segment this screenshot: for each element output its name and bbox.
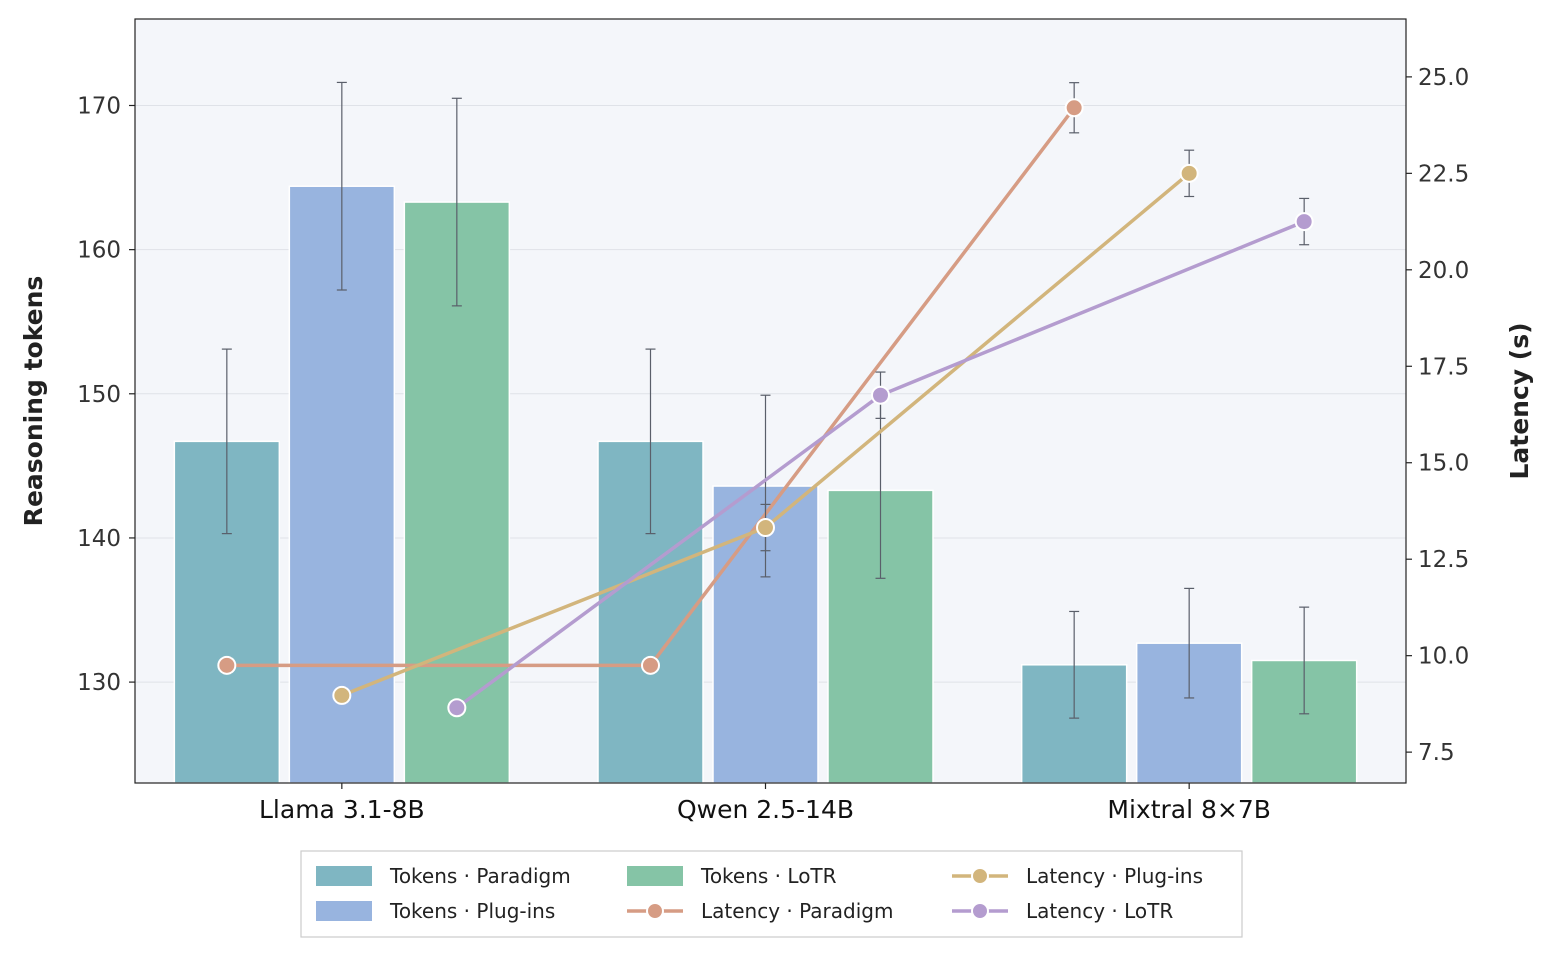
y-tick-label: 140	[77, 526, 121, 552]
legend-label: Latency · LoTR	[1026, 899, 1173, 923]
y2-tick-label: 25.0	[1418, 65, 1469, 91]
y2-tick-label: 10.0	[1418, 644, 1469, 670]
y-axis-title: Reasoning tokens	[19, 276, 48, 527]
legend-label: Tokens · Plug-ins	[389, 899, 555, 923]
legend-label: Latency · Paradigm	[701, 899, 893, 923]
line-point	[1179, 163, 1199, 183]
x-tick-label: Llama 3.1-8B	[259, 795, 425, 824]
legend-marker	[971, 902, 989, 920]
legend-marker	[971, 867, 989, 885]
line-point	[217, 655, 237, 675]
legend-box	[300, 850, 1243, 938]
line-point	[641, 655, 660, 675]
legend-label: Tokens · Paradigm	[389, 864, 571, 888]
line-point	[447, 698, 467, 718]
line-point	[871, 385, 890, 405]
y2-tick-label: 7.5	[1418, 740, 1455, 766]
line-point	[1064, 98, 1084, 118]
plot-border	[134, 18, 1407, 784]
y2-tick-label: 17.5	[1418, 354, 1469, 380]
y-tick-label: 130	[77, 670, 121, 696]
line-point	[756, 518, 775, 538]
y-tick-label: 170	[77, 93, 121, 119]
y2-tick-label: 12.5	[1418, 547, 1469, 573]
legend-swatch	[627, 866, 683, 886]
y-tick-label: 150	[77, 382, 121, 408]
legend-marker	[646, 902, 664, 920]
x-tick-label: Qwen 2.5-14B	[677, 795, 854, 824]
line-point	[1294, 212, 1314, 232]
y2-tick-label: 22.5	[1418, 161, 1469, 187]
y2-axis-title: Latency (s)	[1505, 322, 1534, 479]
legend-swatch	[316, 866, 372, 886]
legend-swatch	[316, 901, 372, 921]
y2-tick-label: 20.0	[1418, 258, 1469, 284]
y2-tick-label: 15.0	[1418, 451, 1469, 477]
line-point	[332, 685, 352, 705]
legend-label: Tokens · LoTR	[700, 864, 837, 888]
y-tick-label: 160	[77, 238, 121, 264]
x-tick-label: Mixtral 8×7B	[1107, 795, 1271, 824]
legend-label: Latency · Plug-ins	[1026, 864, 1203, 888]
